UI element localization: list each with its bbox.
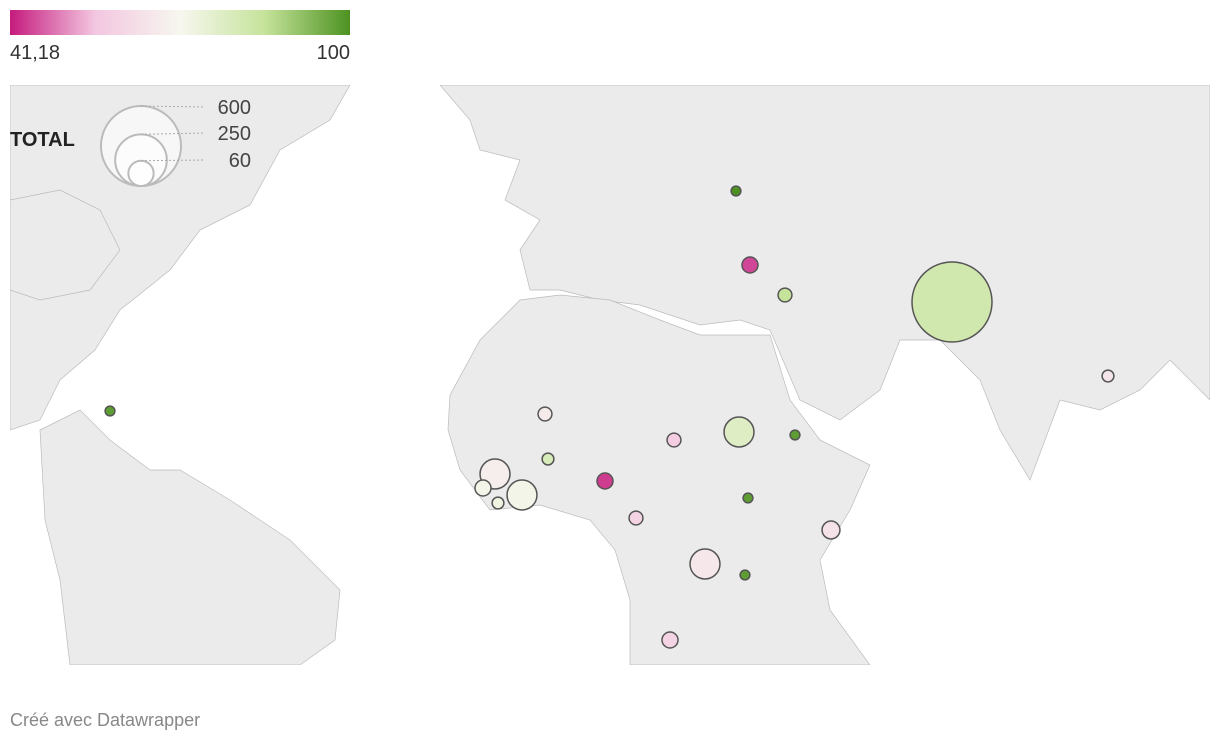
land	[439, 85, 1210, 481]
land	[10, 85, 351, 431]
bubble	[537, 406, 553, 422]
bubble	[789, 429, 801, 441]
bubble	[1101, 369, 1115, 383]
size-legend-leader	[140, 105, 206, 108]
size-legend-label: 250	[218, 123, 251, 145]
basemap	[10, 85, 1210, 665]
land	[39, 409, 341, 665]
size-legend-label: 600	[218, 97, 251, 119]
bubble	[661, 631, 679, 649]
bubble	[506, 479, 538, 511]
bubble	[474, 479, 492, 497]
bubble	[104, 405, 116, 417]
bubble	[911, 261, 993, 343]
color-min-label: 41,18	[10, 42, 60, 64]
color-scale	[10, 10, 350, 35]
bubble	[730, 185, 742, 197]
bubble	[596, 472, 614, 490]
bubble	[541, 452, 555, 466]
bubble	[742, 492, 754, 504]
land	[10, 189, 121, 301]
bubble	[739, 569, 751, 581]
bubbles	[104, 185, 1115, 649]
size-legend-title: TOTAL	[10, 129, 75, 151]
size-legend-circle	[127, 159, 155, 188]
bubble	[628, 510, 644, 526]
bubble	[491, 496, 505, 510]
credit: Créé avec Datawrapper	[10, 710, 200, 730]
color-max-label: 100	[317, 42, 350, 64]
bubble	[741, 256, 759, 274]
bubble	[689, 548, 721, 580]
size-legend-leader	[140, 159, 206, 162]
bubble	[821, 520, 841, 540]
size-legend-label: 60	[229, 150, 251, 172]
bubble	[666, 432, 682, 448]
size-legend: 600 250 60	[100, 97, 251, 188]
bubble	[723, 416, 755, 448]
size-legend-leader	[140, 132, 206, 135]
bubble	[777, 287, 793, 303]
